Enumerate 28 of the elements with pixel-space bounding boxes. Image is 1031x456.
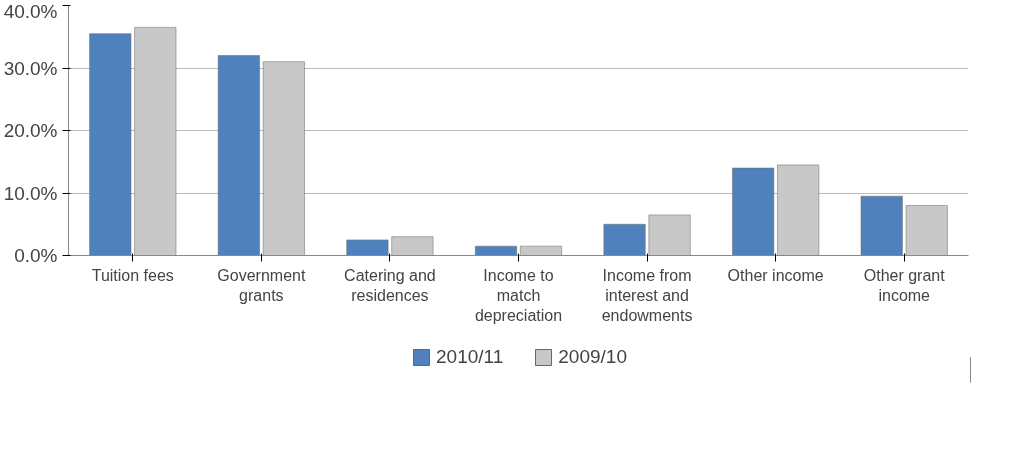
legend-label: 2009/10 — [558, 346, 627, 368]
bar — [777, 164, 820, 256]
bar — [603, 224, 646, 256]
bar — [905, 205, 948, 256]
x-tick-label: Government grants — [217, 266, 306, 304]
bar — [262, 61, 305, 256]
bar — [134, 27, 177, 256]
y-tick-label: 0.0% — [14, 245, 58, 266]
bar — [475, 245, 517, 256]
x-tick-label: Income to match depreciation — [474, 266, 563, 325]
x-tick-label: Income from interest and endowments — [601, 266, 693, 325]
x-tick-label: Tuition fees — [91, 266, 174, 284]
x-tick-label: Other grant income — [863, 266, 946, 304]
bar — [346, 239, 389, 256]
bar — [648, 214, 691, 256]
bar — [89, 33, 132, 256]
x-tick-label: Catering and residences — [344, 266, 436, 304]
bar — [860, 195, 903, 256]
bar — [520, 245, 562, 256]
y-tick-label: 10.0% — [3, 182, 58, 204]
y-tick-label: 30.0% — [3, 57, 58, 79]
x-tick-label: Other income — [727, 266, 824, 284]
bar — [217, 55, 260, 256]
bar — [732, 167, 775, 256]
y-tick-label: 40.0% — [3, 0, 58, 22]
legend-label: 2010/11 — [436, 346, 504, 368]
y-tick-label: 20.0% — [3, 120, 58, 141]
bar — [391, 236, 434, 256]
